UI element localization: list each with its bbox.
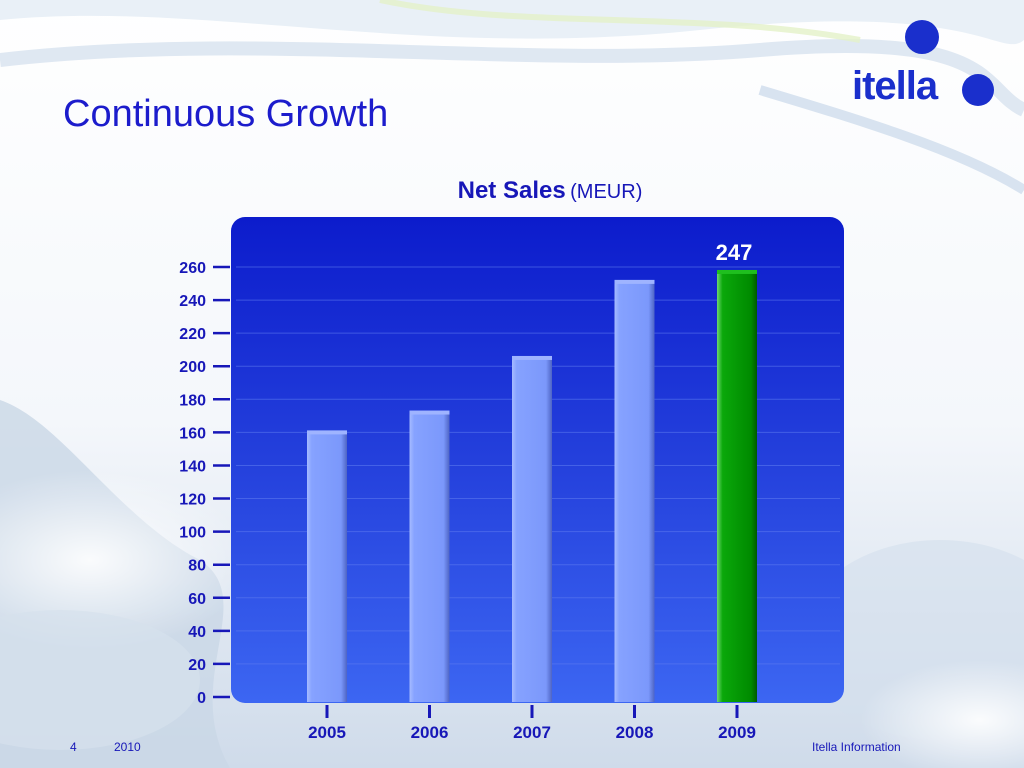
x-axis: 2005 2006 2007 2008 2009 (308, 705, 756, 742)
y-tick-label: 100 (179, 525, 206, 542)
logo-dot-icon (962, 74, 994, 106)
chart-title: Net Sales (457, 177, 566, 204)
y-tick-label: 60 (188, 591, 206, 608)
y-tick-label: 220 (179, 326, 206, 343)
y-tick-label: 40 (188, 624, 206, 641)
y-tick-label: 80 (188, 558, 206, 575)
bar-cap-2006 (409, 410, 450, 415)
data-labels: 247 (716, 240, 753, 265)
y-tick-label: 260 (179, 260, 206, 277)
slide-title: Continuous Growth (63, 93, 389, 135)
data-label: 247 (716, 240, 753, 265)
y-tick-label: 240 (179, 293, 206, 310)
bars (307, 269, 757, 702)
x-tick-label: 2009 (718, 723, 756, 742)
bar-2006 (409, 412, 450, 702)
x-tick-label: 2008 (616, 723, 654, 742)
y-tick-label: 160 (179, 425, 206, 442)
bar-2005 (307, 432, 347, 702)
footer-year: 2010 (114, 740, 141, 754)
bar-2008 (614, 281, 655, 702)
x-tick-label: 2005 (308, 723, 346, 742)
bar-cap-2007 (512, 355, 552, 360)
y-tick-label: 0 (197, 690, 206, 707)
logo-dot-icon (905, 20, 939, 54)
bar-cap-2009 (717, 269, 757, 274)
x-tick-label: 2006 (411, 723, 449, 742)
y-tick-label: 120 (179, 492, 206, 509)
x-tick-label: 2007 (513, 723, 551, 742)
bar-cap-2005 (307, 430, 347, 435)
footer-page-number: 4 (70, 740, 77, 754)
y-tick-label: 20 (188, 657, 206, 674)
y-tick-label: 200 (179, 359, 206, 376)
chart-heading: Net Sales (MEUR) (0, 177, 1024, 205)
chart-unit: (MEUR) (570, 181, 643, 203)
bar-cap-2008 (614, 279, 655, 284)
y-tick-label: 140 (179, 458, 206, 475)
logo-wordmark: itella (852, 64, 938, 108)
y-tick-label: 180 (179, 392, 206, 409)
itella-logo: itella (850, 16, 1000, 116)
bar-2009 (717, 271, 757, 702)
footer-organization: Itella Information (812, 740, 901, 754)
bar-2007 (512, 357, 552, 702)
y-axis: 0 20 40 60 80 100 120 140 160 180 200 220 240 260 (179, 260, 230, 707)
